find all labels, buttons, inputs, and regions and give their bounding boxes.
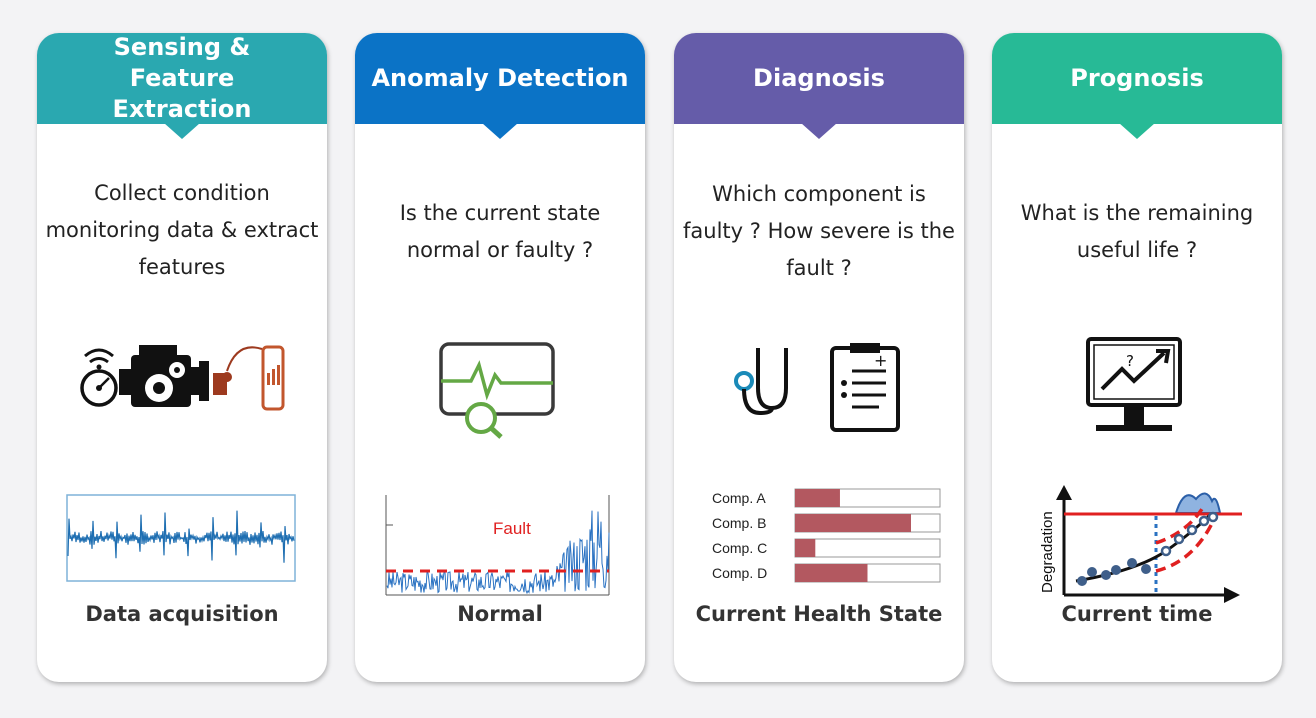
monitor-trend-icon: ?	[1086, 337, 1182, 431]
svg-text:+: +	[874, 351, 887, 370]
card-question-anomaly: Is the current state normal or faulty ?	[399, 201, 601, 262]
component-label: Comp. C	[712, 540, 767, 556]
health-bar	[795, 514, 911, 532]
component-health-bar-chart: Comp. A Comp. B Comp. C Comp. D	[712, 488, 941, 583]
component-label: Comp. D	[712, 565, 767, 581]
component-label: Comp. A	[712, 490, 766, 506]
card-prognosis: Prognosis What is the remaining useful l…	[992, 33, 1282, 682]
anomaly-illustration: Fault	[385, 342, 610, 596]
sensing-illustration	[66, 345, 296, 582]
clipboard-icon: +	[830, 343, 900, 432]
engine-gear-icon	[119, 345, 209, 407]
vibration-signal-plot	[66, 494, 296, 582]
header-pointer	[482, 123, 518, 139]
card-header-anomaly: Anomaly Detection	[355, 33, 645, 139]
card-sensing: Sensing & Feature Extraction Collect con…	[37, 33, 327, 682]
card-caption-sensing: Data acquisition	[85, 602, 279, 626]
card-header-sensing: Sensing & Feature Extraction	[37, 33, 327, 139]
card-question-prognosis: What is the remaining useful life ?	[1020, 201, 1254, 262]
prognosis-illustration: ? Degradation	[1039, 337, 1242, 603]
card-caption-diagnosis: Current Health State	[695, 602, 943, 626]
degradation-prognosis-plot: Degradation	[1039, 485, 1242, 603]
diagnosis-illustration: + Comp. A Comp. B Comp. C Comp. D	[712, 343, 941, 583]
wireless-gauge-icon	[80, 348, 118, 407]
card-header-prognosis: Prognosis	[992, 33, 1282, 139]
sensor-phone-icon	[213, 345, 285, 411]
health-bar	[795, 539, 816, 557]
header-pointer	[801, 123, 837, 139]
card-caption-prognosis: Current time	[1061, 602, 1213, 626]
card-question-sensing: Collect condition monitoring data & extr…	[45, 181, 319, 279]
degradation-axis-label: Degradation	[1039, 511, 1056, 593]
health-bar	[795, 489, 840, 507]
card-anomaly: Anomaly Detection Is the current state n…	[355, 33, 645, 682]
card-title-prognosis: Prognosis	[1070, 64, 1204, 92]
card-header-diagnosis: Diagnosis	[674, 33, 964, 139]
health-bar-track	[794, 538, 941, 558]
card-title-diagnosis: Diagnosis	[753, 64, 885, 92]
header-pointer	[1119, 123, 1155, 139]
card-title-sensing: Sensing & Feature Extraction	[112, 33, 252, 123]
anomaly-time-series-plot: Fault	[385, 495, 610, 596]
fault-threshold-label: Fault	[493, 519, 531, 538]
health-bar	[795, 564, 868, 582]
card-diagnosis: Diagnosis Which component is faulty ? Ho…	[674, 33, 964, 682]
stethoscope-icon	[734, 348, 788, 416]
card-title-anomaly: Anomaly Detection	[371, 64, 629, 92]
monitor-signal-search-icon	[439, 342, 555, 439]
card-caption-anomaly: Normal	[457, 602, 543, 626]
header-pointer	[164, 123, 200, 139]
component-label: Comp. B	[712, 515, 766, 531]
card-question-diagnosis: Which component is faulty ? How severe i…	[683, 182, 955, 280]
svg-text:?: ?	[1126, 352, 1134, 370]
